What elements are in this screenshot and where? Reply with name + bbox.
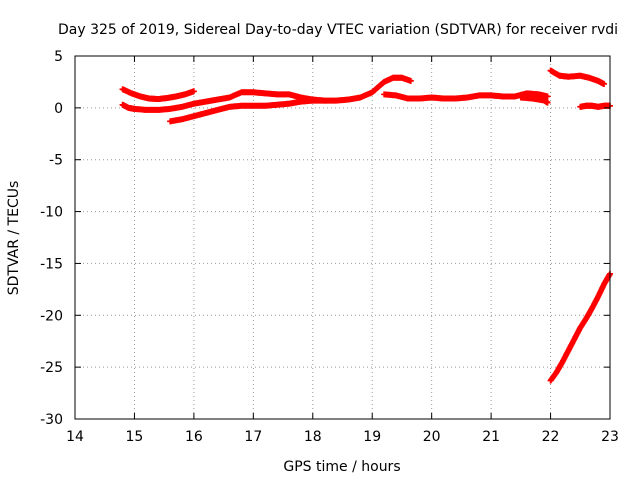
y-tick-label: -10 <box>40 205 63 221</box>
x-tick-label: 20 <box>423 429 441 445</box>
y-axis-label: SDTVAR / TECUs <box>6 181 22 296</box>
data-points-layer <box>119 67 613 384</box>
data-point <box>190 88 197 95</box>
series-track-c <box>167 97 328 125</box>
series-track-a <box>119 86 197 103</box>
series-track-b <box>119 74 414 113</box>
series-track-e <box>517 94 551 106</box>
data-point <box>601 81 608 88</box>
data-point <box>544 93 551 100</box>
series-track-f <box>547 67 608 88</box>
x-tick-label: 14 <box>66 429 84 445</box>
x-axis-label: GPS time / hours <box>283 459 400 475</box>
plot-frame <box>74 55 611 420</box>
y-tick-label: -30 <box>40 412 63 428</box>
y-tick-label: -5 <box>49 153 63 169</box>
series-track-g <box>577 102 613 110</box>
axis-ticks: 14 15 16 17 18 19 20 21 22 23 5 0 -5 -10 -15 -20 -25 -30 <box>40 49 619 445</box>
x-tick-label: 23 <box>601 429 619 445</box>
x-tick-label: 18 <box>304 429 322 445</box>
data-point <box>544 99 551 106</box>
chart-title: Day 325 of 2019, Sidereal Day-to-day VTE… <box>58 22 618 38</box>
y-tick-label: 5 <box>54 49 63 65</box>
data-point <box>321 97 328 104</box>
x-tick-label: 16 <box>185 429 203 445</box>
y-tick-label: -25 <box>40 360 63 376</box>
x-tick-label: 19 <box>363 429 381 445</box>
x-tick-label: 17 <box>244 429 262 445</box>
x-tick-label: 15 <box>126 429 144 445</box>
y-tick-label: 0 <box>54 101 63 117</box>
y-tick-label: -20 <box>40 308 63 324</box>
series-track-h <box>547 270 613 384</box>
data-point <box>407 77 414 84</box>
y-tick-label: -15 <box>40 256 63 272</box>
x-tick-label: 21 <box>482 429 500 445</box>
x-tick-label: 22 <box>542 429 560 445</box>
